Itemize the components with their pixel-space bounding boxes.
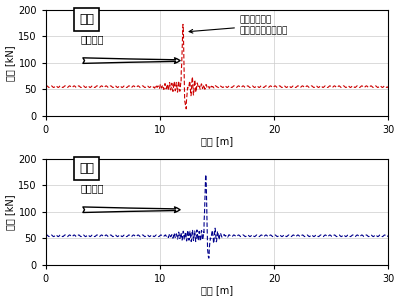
Text: 前軸: 前軸 [80, 13, 94, 26]
Y-axis label: 輪重 [kN]: 輪重 [kN] [6, 45, 16, 81]
Text: 後軸: 後軸 [80, 162, 94, 175]
Y-axis label: 輪重 [kN]: 輪重 [kN] [6, 194, 16, 230]
Text: 進行方向: 進行方向 [80, 34, 104, 44]
X-axis label: 距離 [m]: 距離 [m] [201, 136, 233, 146]
X-axis label: 距離 [m]: 距離 [m] [201, 285, 233, 296]
Text: レール端部の
落ち込みよるピーク: レール端部の 落ち込みよるピーク [189, 16, 288, 35]
Text: 進行方向: 進行方向 [80, 183, 104, 194]
